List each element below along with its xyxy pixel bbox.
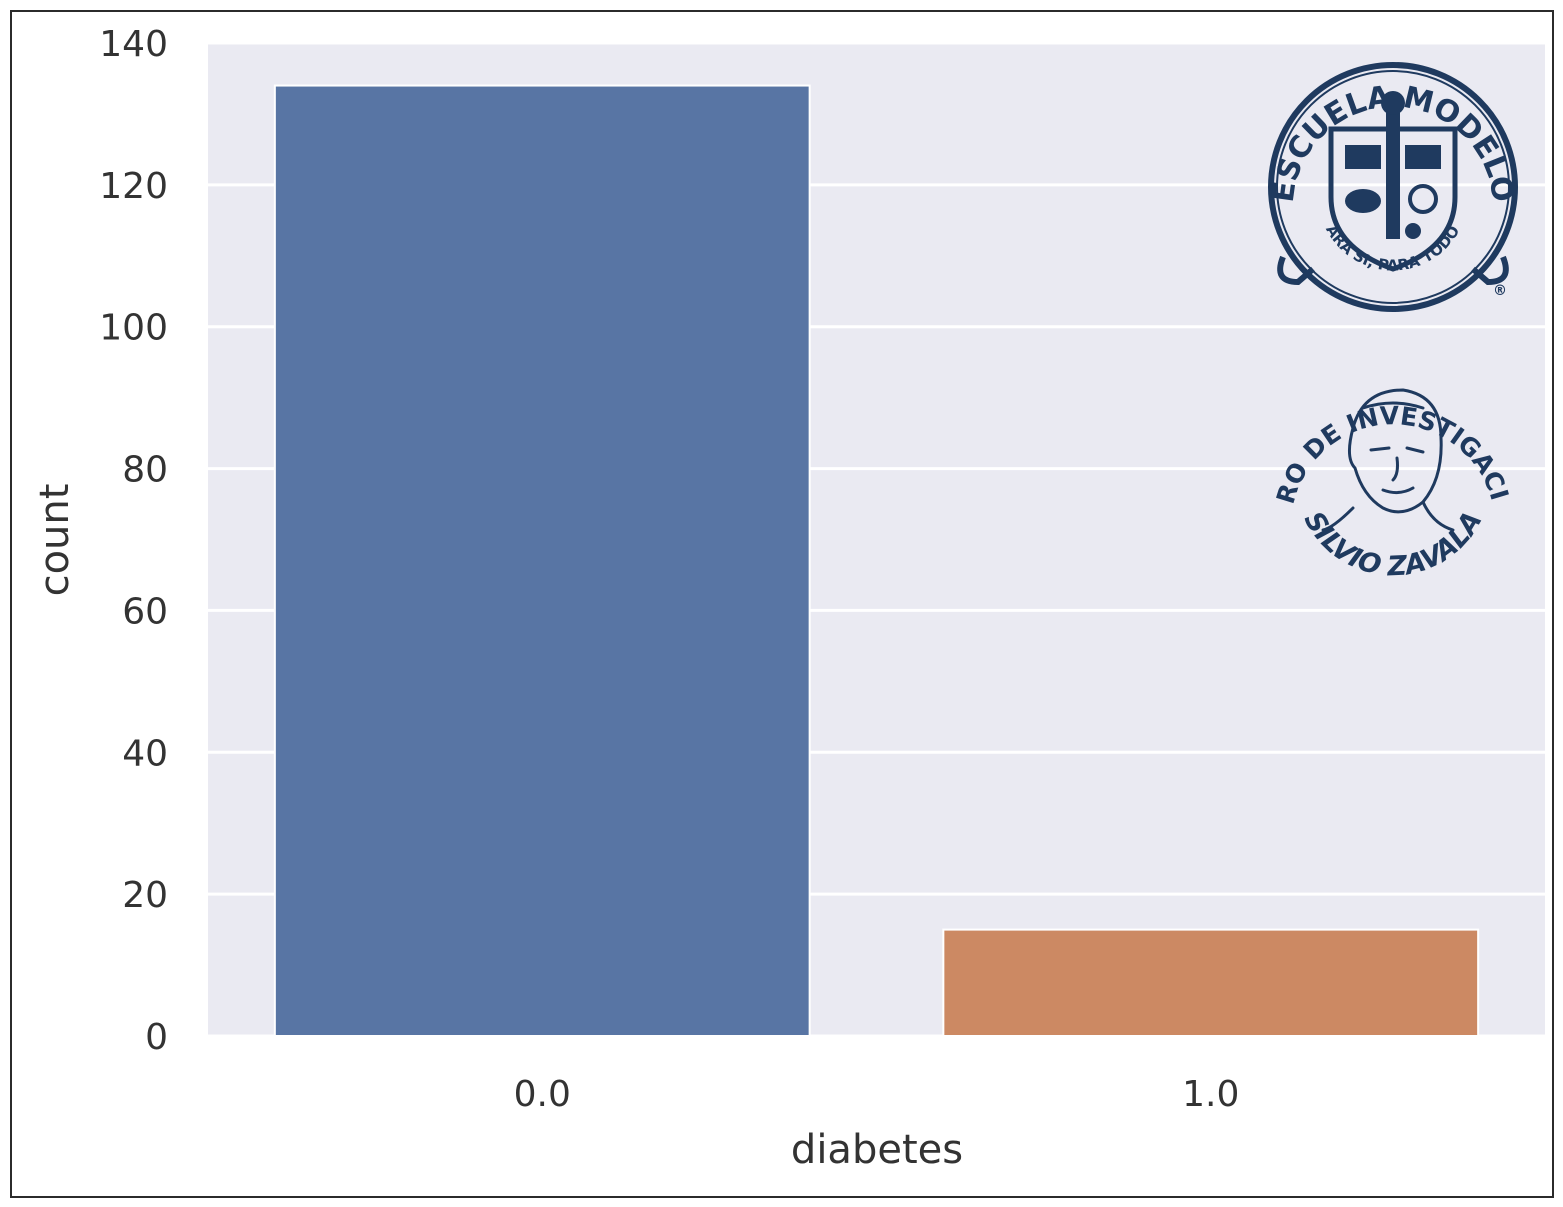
y-tick-label: 20 bbox=[122, 875, 168, 916]
registered-mark: ® bbox=[1493, 283, 1507, 299]
x-axis-label: diabetes bbox=[791, 1127, 963, 1173]
y-axis-label: count bbox=[32, 484, 78, 597]
bar-0.0 bbox=[273, 84, 811, 1038]
y-tick-label: 60 bbox=[122, 591, 168, 632]
bar-1.0 bbox=[942, 928, 1480, 1037]
y-tick-label: 100 bbox=[99, 308, 168, 349]
y-tick-labels: 0 20 40 60 80 100 120 140 bbox=[99, 24, 168, 1058]
y-tick-label: 140 bbox=[99, 24, 168, 65]
x-tick-label: 0.0 bbox=[514, 1074, 571, 1115]
x-tick-label: 1.0 bbox=[1182, 1074, 1239, 1115]
bars bbox=[273, 84, 1480, 1038]
x-tick-labels: 0.0 1.0 bbox=[514, 1074, 1240, 1115]
y-tick-label: 120 bbox=[99, 166, 168, 207]
portrait-sketch-icon bbox=[1321, 388, 1455, 532]
y-tick-label: 40 bbox=[122, 733, 168, 774]
y-tick-label: 80 bbox=[122, 450, 168, 491]
y-tick-label: 0 bbox=[145, 1017, 168, 1058]
